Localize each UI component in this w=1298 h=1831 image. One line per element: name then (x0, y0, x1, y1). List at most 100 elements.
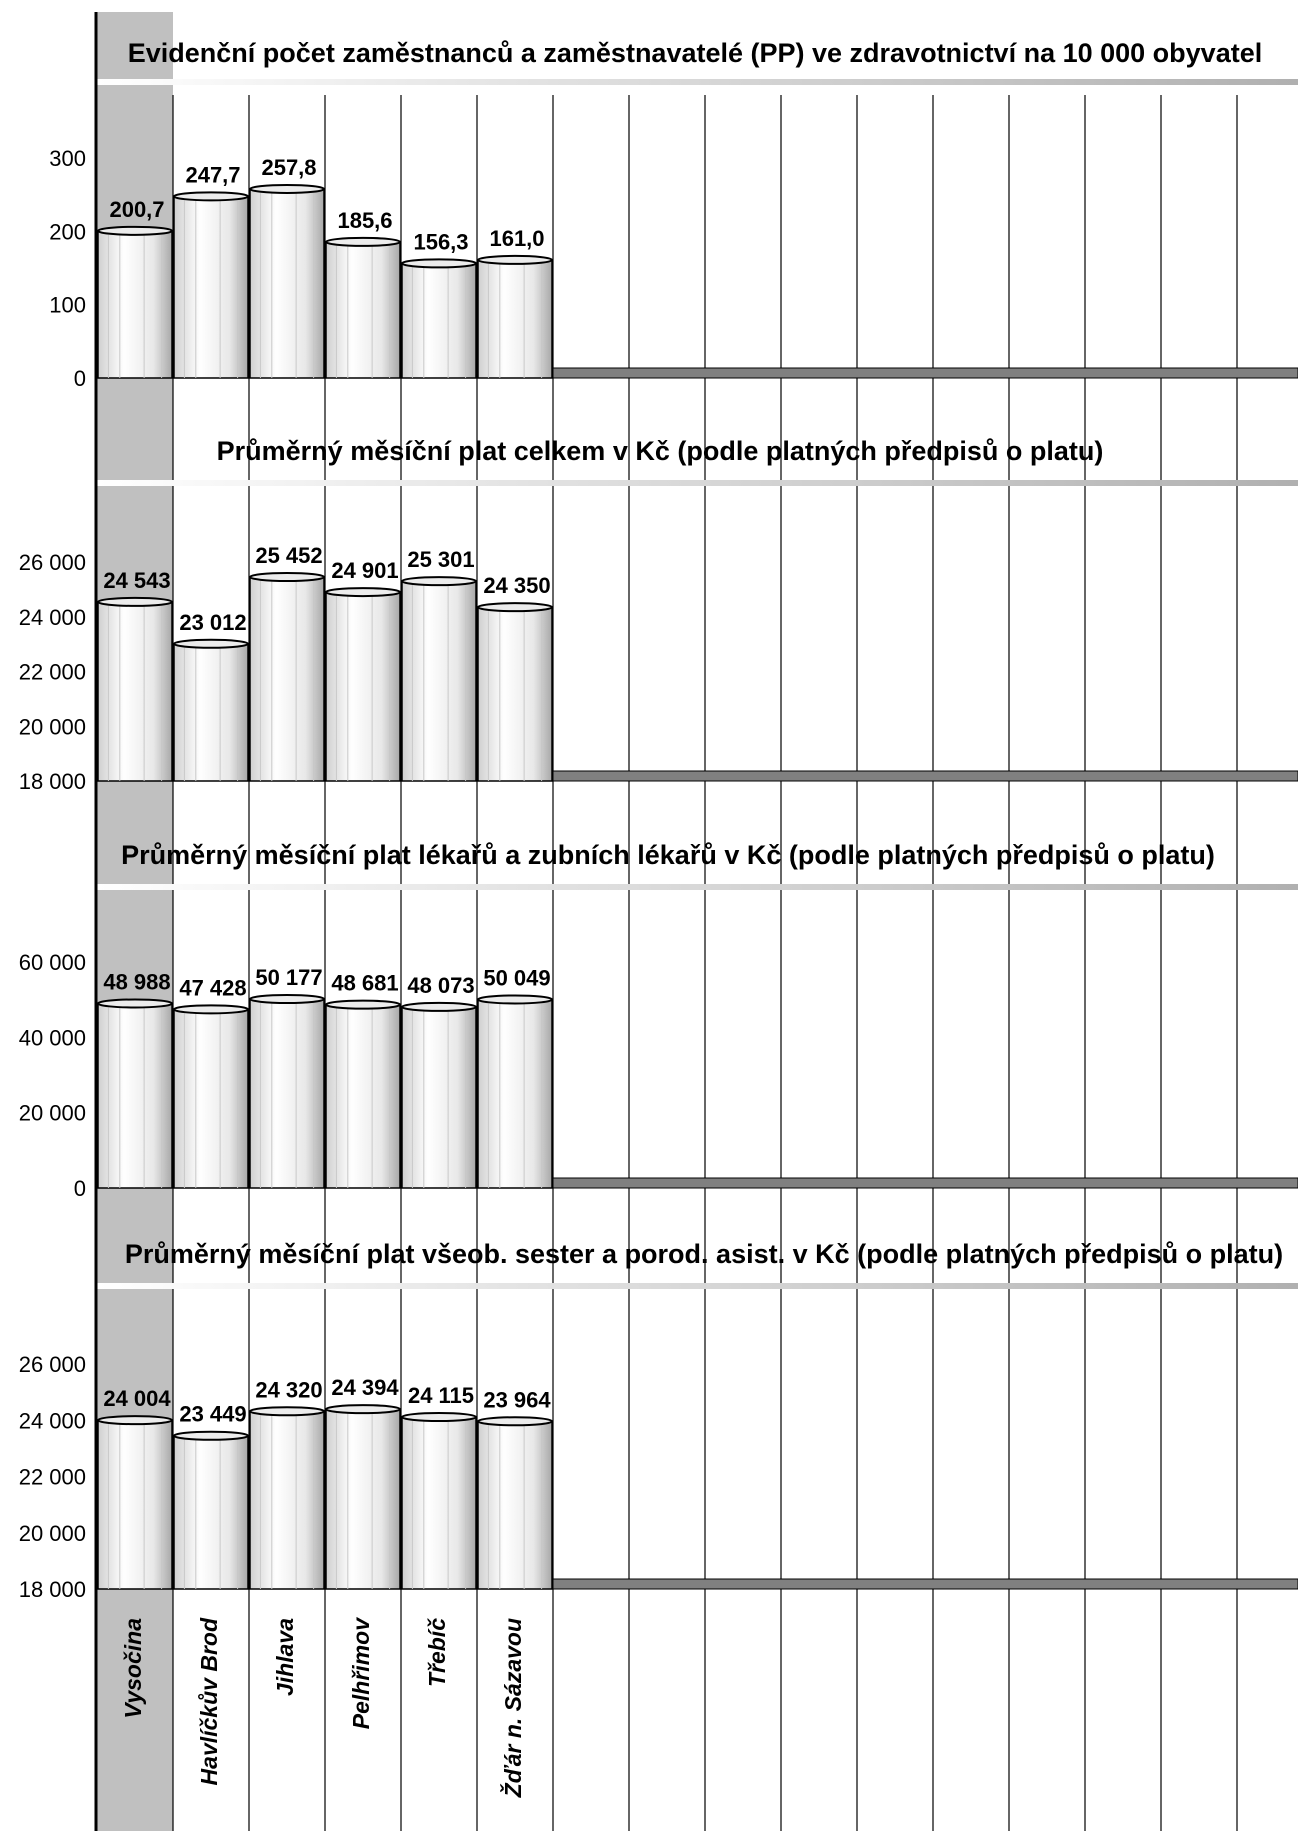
y-tick-label: 22 000 (19, 660, 86, 685)
bar-cap (249, 572, 325, 583)
bar-value-label: 47 428 (179, 975, 246, 1000)
bar-body (97, 1002, 173, 1189)
bar-body (401, 1006, 477, 1189)
bar-value-label: 24 004 (103, 1386, 171, 1411)
back-wall-edge (97, 1283, 1298, 1289)
bar-value-label: 50 177 (255, 965, 322, 990)
y-tick-label: 26 000 (19, 1352, 86, 1377)
bar-body (249, 1410, 325, 1590)
bar: 24 350 (477, 573, 553, 782)
bar: 23 964 (477, 1387, 553, 1590)
y-tick-label: 18 000 (19, 769, 86, 794)
bar-cap (173, 1430, 249, 1441)
bar: 24 320 (249, 1377, 325, 1590)
chart-panel-1: Evidenční počet zaměstnanců a zaměstnava… (49, 38, 1298, 391)
y-tick-label: 0 (74, 1176, 86, 1201)
bar-value-label: 25 452 (255, 543, 322, 568)
floor-strip (552, 367, 1298, 379)
bar-value-label: 48 988 (103, 969, 170, 994)
category-label: Třebíč (424, 1618, 450, 1687)
bar-body (173, 195, 249, 379)
bar-body (477, 998, 553, 1189)
bar: 247,7 (173, 162, 249, 379)
bar: 200,7 (97, 197, 173, 379)
chart-panel-3: Průměrný měsíční plat lékařů a zubních l… (19, 840, 1298, 1201)
panel-title: Průměrný měsíční plat lékařů a zubních l… (121, 840, 1215, 870)
bar-body (401, 1416, 477, 1590)
panel-title: Průměrný měsíční plat všeob. sester a po… (125, 1239, 1283, 1269)
bar-body (477, 1420, 553, 1590)
bar-cap (477, 602, 553, 613)
bar-body (249, 188, 325, 379)
bar-value-label: 23 449 (179, 1402, 246, 1427)
bar-body (401, 262, 477, 379)
bar-body (97, 230, 173, 379)
bar: 47 428 (173, 975, 249, 1189)
category-label: Žďár n. Sázavou (499, 1618, 526, 1798)
bar-cap (173, 191, 249, 202)
bar-body (249, 998, 325, 1189)
bar-body (173, 643, 249, 782)
bar-cap (477, 994, 553, 1005)
bar-cap (401, 258, 477, 269)
bar-value-label: 24 394 (331, 1375, 399, 1400)
bar: 48 073 (401, 973, 477, 1189)
y-tick-label: 24 000 (19, 605, 86, 630)
bar: 25 452 (249, 543, 325, 782)
bar-value-label: 156,3 (413, 229, 468, 254)
bar-body (173, 1008, 249, 1189)
bar-cap (249, 993, 325, 1004)
bar: 156,3 (401, 229, 477, 379)
chart-panel-2: Průměrný měsíční plat celkem v Kč (podle… (19, 436, 1298, 794)
bar-cap (477, 1416, 553, 1427)
bar: 24 004 (97, 1386, 173, 1590)
bar-cap (325, 236, 401, 247)
bar: 23 012 (173, 610, 249, 782)
bar-cap (401, 1001, 477, 1012)
back-wall-edge (97, 884, 1298, 890)
bar-value-label: 24 543 (103, 568, 170, 593)
y-tick-label: 18 000 (19, 1577, 86, 1602)
bar-body (401, 580, 477, 782)
bar-body (325, 241, 401, 379)
bar-cap (249, 183, 325, 194)
bar: 24 394 (325, 1375, 401, 1590)
bar: 25 301 (401, 547, 477, 782)
bar: 48 988 (97, 969, 173, 1189)
chart-panels: Evidenční počet zaměstnanců a zaměstnava… (19, 38, 1298, 1602)
bar-value-label: 48 681 (331, 971, 398, 996)
column-grid (172, 95, 1238, 1831)
back-wall-edge (97, 480, 1298, 486)
bar: 48 681 (325, 971, 401, 1189)
category-labels: Vysočina Havlíčkův Brod Jihlava Pelhřimov Tř… (120, 1617, 526, 1799)
bar-cap (173, 638, 249, 649)
bar-body (325, 591, 401, 782)
floor-strip (552, 1578, 1298, 1590)
bar-cap (325, 587, 401, 598)
bar-cap (325, 1404, 401, 1415)
y-tick-label: 24 000 (19, 1408, 86, 1433)
y-tick-label: 100 (49, 293, 86, 318)
bar-cap (401, 576, 477, 587)
back-wall-edge (97, 79, 1298, 85)
category-label: Vysočina (120, 1618, 146, 1719)
y-tick-label: 20 000 (19, 1521, 86, 1546)
bar-value-label: 24 320 (255, 1377, 322, 1402)
bar-cap (97, 225, 173, 236)
bar-value-label: 24 115 (408, 1383, 474, 1408)
bar-cap (173, 1004, 249, 1015)
bar: 24 115 (401, 1383, 477, 1590)
chart-panel-4: Průměrný měsíční plat všeob. sester a po… (19, 1239, 1298, 1602)
bar-value-label: 24 901 (331, 558, 398, 583)
bar: 24 901 (325, 558, 401, 782)
bar-value-label: 25 301 (407, 547, 474, 572)
bar: 50 177 (249, 965, 325, 1189)
y-tick-label: 40 000 (19, 1025, 86, 1050)
y-tick-label: 20 000 (19, 714, 86, 739)
bar-body (97, 1419, 173, 1590)
bar-cap (477, 254, 553, 265)
bar-body (97, 601, 173, 782)
bar-value-label: 161,0 (489, 226, 544, 251)
bar-value-label: 247,7 (185, 162, 240, 187)
